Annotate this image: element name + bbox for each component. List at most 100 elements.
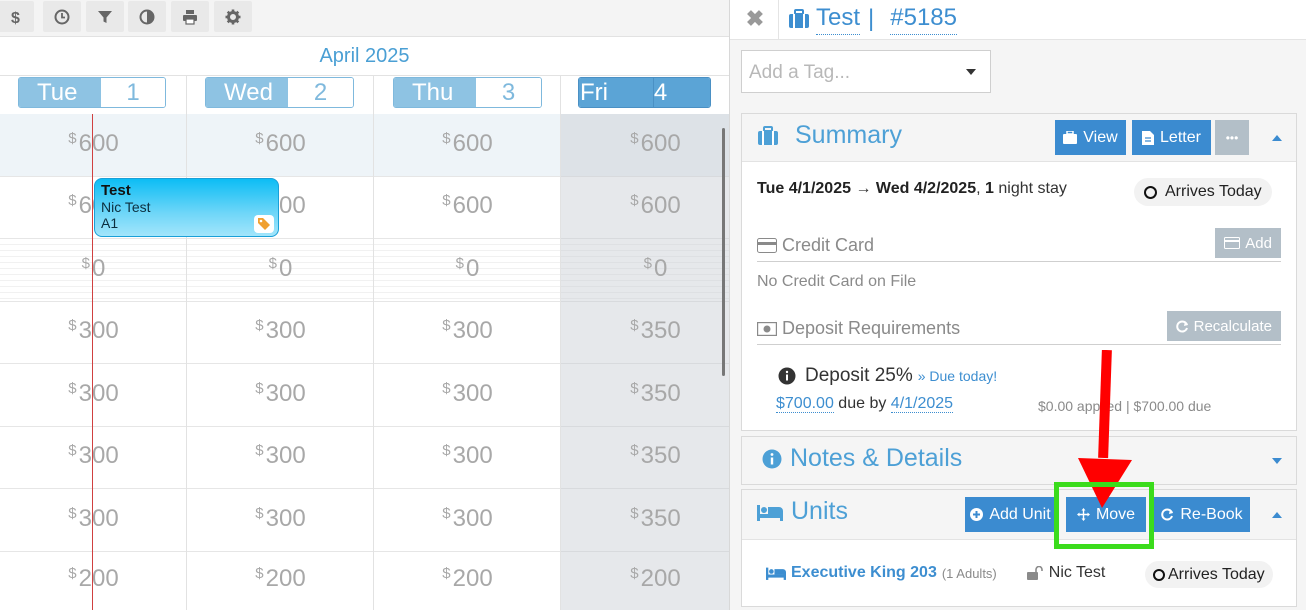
summary-header: Summary View Letter ••• xyxy=(742,114,1296,162)
due-today-text: » Due today! xyxy=(917,368,998,384)
svg-text:$: $ xyxy=(11,10,20,25)
due-date[interactable]: 4/1/2025 xyxy=(890,395,954,413)
rate-cell[interactable]: $300 xyxy=(0,317,187,345)
rate-value: 0 xyxy=(653,255,668,282)
arrow-icon: → xyxy=(855,180,872,197)
rate-cell[interactable]: $300 xyxy=(187,505,374,533)
day-header-tue[interactable]: Tue 1 xyxy=(0,76,187,114)
rate-cell[interactable]: $600 xyxy=(562,192,729,220)
panel-header: ✖ Test | #5185 xyxy=(730,0,1306,40)
add-unit-button[interactable]: Add Unit xyxy=(965,497,1056,532)
rate-cell[interactable]: $350 xyxy=(562,505,729,533)
currency-symbol: $ xyxy=(68,130,77,147)
filter-icon[interactable] xyxy=(86,1,124,32)
rate-value: 350 xyxy=(640,505,681,532)
rate-cell[interactable]: $0 xyxy=(187,255,374,283)
contrast-icon[interactable] xyxy=(128,1,166,32)
grid-row xyxy=(0,239,729,302)
rate-cell[interactable]: $350 xyxy=(562,442,729,470)
gear-icon[interactable] xyxy=(214,1,252,32)
grid-row xyxy=(0,364,729,427)
grid-scrollbar[interactable] xyxy=(722,128,725,376)
deposit-section: Deposit Requirements Recalculate xyxy=(757,311,1281,345)
credit-card-icon xyxy=(757,238,777,253)
deposit-amount[interactable]: $700.00 xyxy=(776,395,834,413)
units-title: Units xyxy=(757,497,848,526)
rate-cell[interactable]: $300 xyxy=(374,442,561,470)
rate-cell[interactable]: $300 xyxy=(374,317,561,345)
rate-value: 200 xyxy=(452,565,493,592)
day-header-wed[interactable]: Wed 2 xyxy=(187,76,374,114)
rate-cell[interactable]: $0 xyxy=(374,255,561,283)
reservation-name[interactable]: Test xyxy=(816,2,861,35)
rate-cell[interactable]: $600 xyxy=(187,130,374,158)
day-pill: Tue 1 xyxy=(18,77,166,108)
dollar-icon[interactable]: $ xyxy=(0,1,34,32)
rate-cell[interactable]: $300 xyxy=(374,505,561,533)
rate-cell[interactable]: $300 xyxy=(0,442,187,470)
rate-cell[interactable]: $300 xyxy=(187,442,374,470)
letter-button[interactable]: Letter xyxy=(1132,120,1211,155)
rate-cell[interactable]: $600 xyxy=(562,130,729,158)
notes-header[interactable]: Notes & Details xyxy=(742,437,1296,484)
clock-icon[interactable] xyxy=(43,1,81,32)
notes-card[interactable]: Notes & Details xyxy=(741,436,1297,485)
credit-card-text: Credit Card xyxy=(782,235,875,255)
reservation-number[interactable]: #5185 xyxy=(890,2,957,35)
rate-cell[interactable]: $200 xyxy=(374,565,561,593)
move-button[interactable]: Move xyxy=(1066,497,1146,532)
view-button[interactable]: View xyxy=(1055,120,1126,155)
day-number: 1 xyxy=(101,78,165,107)
rate-cell[interactable]: $200 xyxy=(0,565,187,593)
rate-value: 300 xyxy=(78,505,119,532)
currency-symbol: $ xyxy=(255,380,264,397)
rate-cell[interactable]: $200 xyxy=(187,565,374,593)
rate-cell[interactable]: $300 xyxy=(187,380,374,408)
rate-cell[interactable]: $200 xyxy=(562,565,729,593)
booking-block[interactable]: Test Nic Test A1 xyxy=(94,178,279,237)
rate-value: 300 xyxy=(78,317,119,344)
print-icon[interactable] xyxy=(171,1,209,32)
close-icon[interactable]: ✖ xyxy=(745,6,765,31)
rate-cell[interactable]: $0 xyxy=(0,255,187,283)
rate-value: 600 xyxy=(265,130,306,157)
currency-symbol: $ xyxy=(630,505,639,522)
rate-value: 300 xyxy=(78,380,119,407)
currency-symbol: $ xyxy=(442,565,451,582)
rebook-button[interactable]: Re-Book xyxy=(1154,497,1250,532)
currency-symbol: $ xyxy=(255,565,264,582)
deposit-amount-line: $700.00 due by 4/1/2025 xyxy=(776,395,954,413)
tag-select[interactable]: Add a Tag... xyxy=(741,50,991,93)
rate-cell[interactable]: $0 xyxy=(562,255,729,283)
recalculate-button[interactable]: Recalculate xyxy=(1166,311,1281,341)
units-card: Units Add Unit Move Re-Book Execu xyxy=(741,489,1297,607)
rate-cell[interactable]: $600 xyxy=(374,192,561,220)
rate-cell[interactable]: $300 xyxy=(0,505,187,533)
reservation-panel: ✖ Test | #5185 Add a Tag... xyxy=(729,0,1306,610)
add-label: Add xyxy=(1245,234,1272,252)
rate-cell[interactable]: $300 xyxy=(0,380,187,408)
stay-dates: Tue 4/1/2025 → Wed 4/2/2025, 1 night sta… xyxy=(757,180,1067,197)
currency-symbol: $ xyxy=(255,505,264,522)
notes-title: Notes & Details xyxy=(762,444,962,473)
more-button[interactable]: ••• xyxy=(1215,120,1249,155)
currency-symbol: $ xyxy=(630,130,639,147)
add-card-button[interactable]: Add xyxy=(1215,228,1281,258)
rate-cell[interactable]: $350 xyxy=(562,317,729,345)
unit-name[interactable]: Executive King 203 xyxy=(791,564,937,581)
rate-cell[interactable]: $600 xyxy=(374,130,561,158)
rate-cell[interactable]: $300 xyxy=(374,380,561,408)
currency-symbol: $ xyxy=(68,380,77,397)
add-unit-label: Add Unit xyxy=(989,505,1051,523)
chevron-down-icon[interactable] xyxy=(1272,458,1282,464)
rate-cell[interactable]: $300 xyxy=(187,317,374,345)
money-icon xyxy=(757,321,777,336)
day-header-thu[interactable]: Thu 3 xyxy=(374,76,561,114)
rate-cell[interactable]: $600 xyxy=(0,130,187,158)
chevron-up-icon[interactable] xyxy=(1272,135,1282,141)
rate-value: 300 xyxy=(265,505,306,532)
rate-cell[interactable]: $350 xyxy=(562,380,729,408)
currency-symbol: $ xyxy=(630,565,639,582)
day-header-fri[interactable]: Fri 4 xyxy=(561,76,729,114)
chevron-up-icon[interactable] xyxy=(1272,512,1282,518)
